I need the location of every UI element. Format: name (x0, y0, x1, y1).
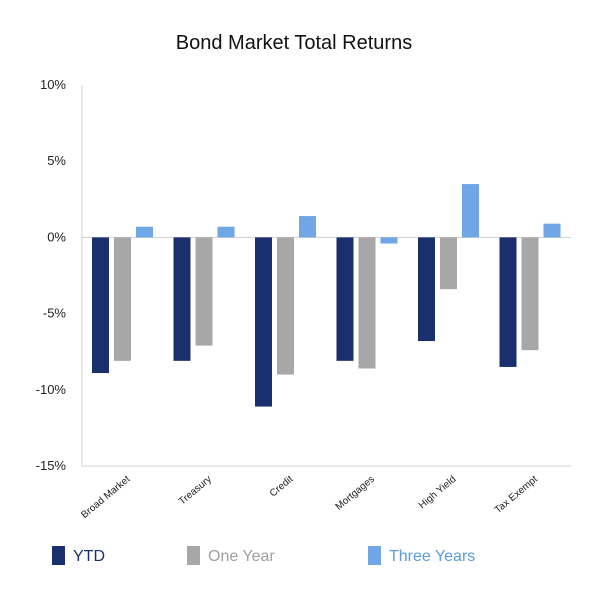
legend-label: One Year (208, 548, 275, 565)
bar-ytd (418, 237, 435, 342)
legend: YTD One Year Three Years (52, 546, 475, 565)
legend-swatch (368, 546, 381, 565)
legend-swatch (52, 546, 65, 565)
bar-one-year (521, 237, 539, 351)
bar-ytd (255, 237, 272, 407)
legend-swatch (187, 546, 200, 565)
y-tick-label: 10% (40, 77, 66, 92)
bars (92, 184, 561, 407)
bar-ytd (173, 237, 191, 361)
x-category-label: High Yield (417, 474, 459, 511)
bar-one-year (358, 237, 376, 369)
chart-title: Bond Market Total Returns (176, 32, 412, 54)
bar-ytd (499, 237, 517, 367)
bar-three-years (380, 237, 398, 244)
x-category-label: Treasury (177, 474, 214, 508)
y-tick-label: -5% (43, 306, 67, 321)
bar-three-years (299, 216, 316, 238)
bar-three-years (136, 226, 153, 238)
bar-one-year (440, 237, 457, 290)
y-tick-label: 0% (47, 229, 66, 244)
x-category-label: Mortgages (334, 474, 377, 513)
bar-three-years (217, 226, 235, 238)
bar-three-years (543, 223, 561, 238)
x-category-label: Broad Market (79, 474, 132, 521)
bar-one-year (195, 237, 213, 346)
y-tick-label: -15% (36, 458, 67, 473)
axes (81, 85, 571, 467)
bar-ytd (336, 237, 354, 361)
y-tick-label: 5% (47, 153, 66, 168)
legend-label: YTD (73, 548, 105, 565)
bar-three-years (462, 184, 479, 238)
x-category-label: Credit (268, 474, 296, 500)
bar-ytd (92, 237, 109, 374)
x-category-label: Tax Exempt (493, 474, 540, 516)
bar-one-year (114, 237, 131, 361)
bar-one-year (277, 237, 294, 375)
legend-label: Three Years (389, 548, 475, 565)
y-tick-label: -10% (36, 382, 67, 397)
